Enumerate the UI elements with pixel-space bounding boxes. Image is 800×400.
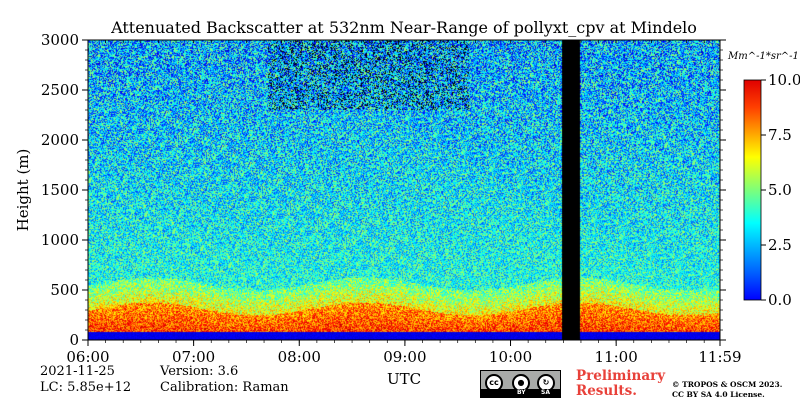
heatmap-plot-area — [88, 40, 720, 340]
copyright-notice: © TROPOS & OSCM 2023. CC BY SA 4.0 Licen… — [672, 380, 782, 400]
heatmap-canvas — [88, 40, 720, 340]
x-axis-label: UTC — [387, 370, 421, 388]
colorbar-unit-label: Mm^-1*sr^-1 — [727, 51, 799, 62]
x-tick-label: 09:00 — [383, 348, 426, 366]
colorbar-tick-label: 0.0 — [768, 291, 792, 309]
preliminary-line1: Preliminary — [576, 368, 666, 384]
y-tick-label: 0 — [69, 331, 79, 349]
y-tick-label: 3000 — [41, 31, 79, 49]
colorbar-gradient — [743, 79, 762, 301]
x-tick-label: 08:00 — [278, 348, 321, 366]
copyright-line2: CC BY SA 4.0 License. — [672, 390, 765, 399]
colorbar-tick-label: 10.0 — [768, 71, 800, 89]
chart-title: Attenuated Backscatter at 532nm Near-Ran… — [110, 18, 697, 37]
y-tick-label: 1000 — [41, 231, 79, 249]
lc-label: LC: 5.85e+12 — [40, 380, 132, 395]
colorbar: 0.0 2.5 5.0 7.5 10.0 Mm^-1*sr^-1 — [727, 51, 800, 309]
x-axis: 06:00 07:00 08:00 09:00 10:00 11:00 11:59 — [66, 40, 742, 366]
y-tick-label: 500 — [50, 281, 79, 299]
x-tick-label: 11:00 — [595, 348, 638, 366]
colorbar-tick-label: 2.5 — [768, 236, 792, 254]
date-label: 2021-11-25 — [40, 364, 115, 379]
x-tick-label: 06:00 — [66, 348, 109, 366]
y-tick-label: 2000 — [41, 131, 79, 149]
x-tick-label: 07:00 — [172, 348, 215, 366]
y-tick-label: 1500 — [41, 181, 79, 199]
version-label: Version: 3.6 — [160, 364, 239, 379]
cc-band — [481, 389, 560, 397]
copyright-line1: © TROPOS & OSCM 2023. — [672, 380, 783, 389]
y-axis: 0 500 1000 1500 2000 2500 3000 — [41, 31, 726, 349]
x-tick-label: 10:00 — [489, 348, 532, 366]
calibration-label: Calibration: Raman — [160, 380, 289, 395]
preliminary-notice: Preliminary Results. — [576, 369, 665, 399]
preliminary-line2: Results. — [576, 383, 637, 399]
colorbar-tick-label: 5.0 — [768, 181, 792, 199]
cc-sa-label: SA — [541, 389, 550, 396]
x-tick-label: 11:59 — [698, 348, 741, 366]
cc-license-logo: cc ● ↻ BY SA — [480, 370, 561, 398]
y-axis-label: Height (m) — [14, 149, 32, 232]
cc-by-label: BY — [517, 389, 526, 396]
y-tick-label: 2500 — [41, 81, 79, 99]
colorbar-tick-label: 7.5 — [768, 126, 792, 144]
